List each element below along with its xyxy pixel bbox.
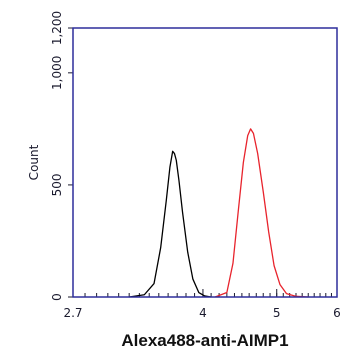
plot-frame [72,27,338,298]
x-axis-label: Alexa488-anti-AIMP1 [121,331,288,350]
histogram-series-2 [214,128,309,298]
x-tick-label: 5 [273,306,281,320]
y-tick-label: 0 [50,293,64,301]
x-tick-label: 2.7 [63,306,82,320]
y-axis-label: Count [27,144,41,180]
x-tick-label: 6 [333,306,341,320]
y-tick-label: 1,200 [50,11,64,45]
histogram-series-1 [129,150,212,298]
y-tick-label: 500 [50,173,64,196]
y-tick-label: 1,000 [50,56,64,90]
x-tick-label: 4 [199,306,207,320]
